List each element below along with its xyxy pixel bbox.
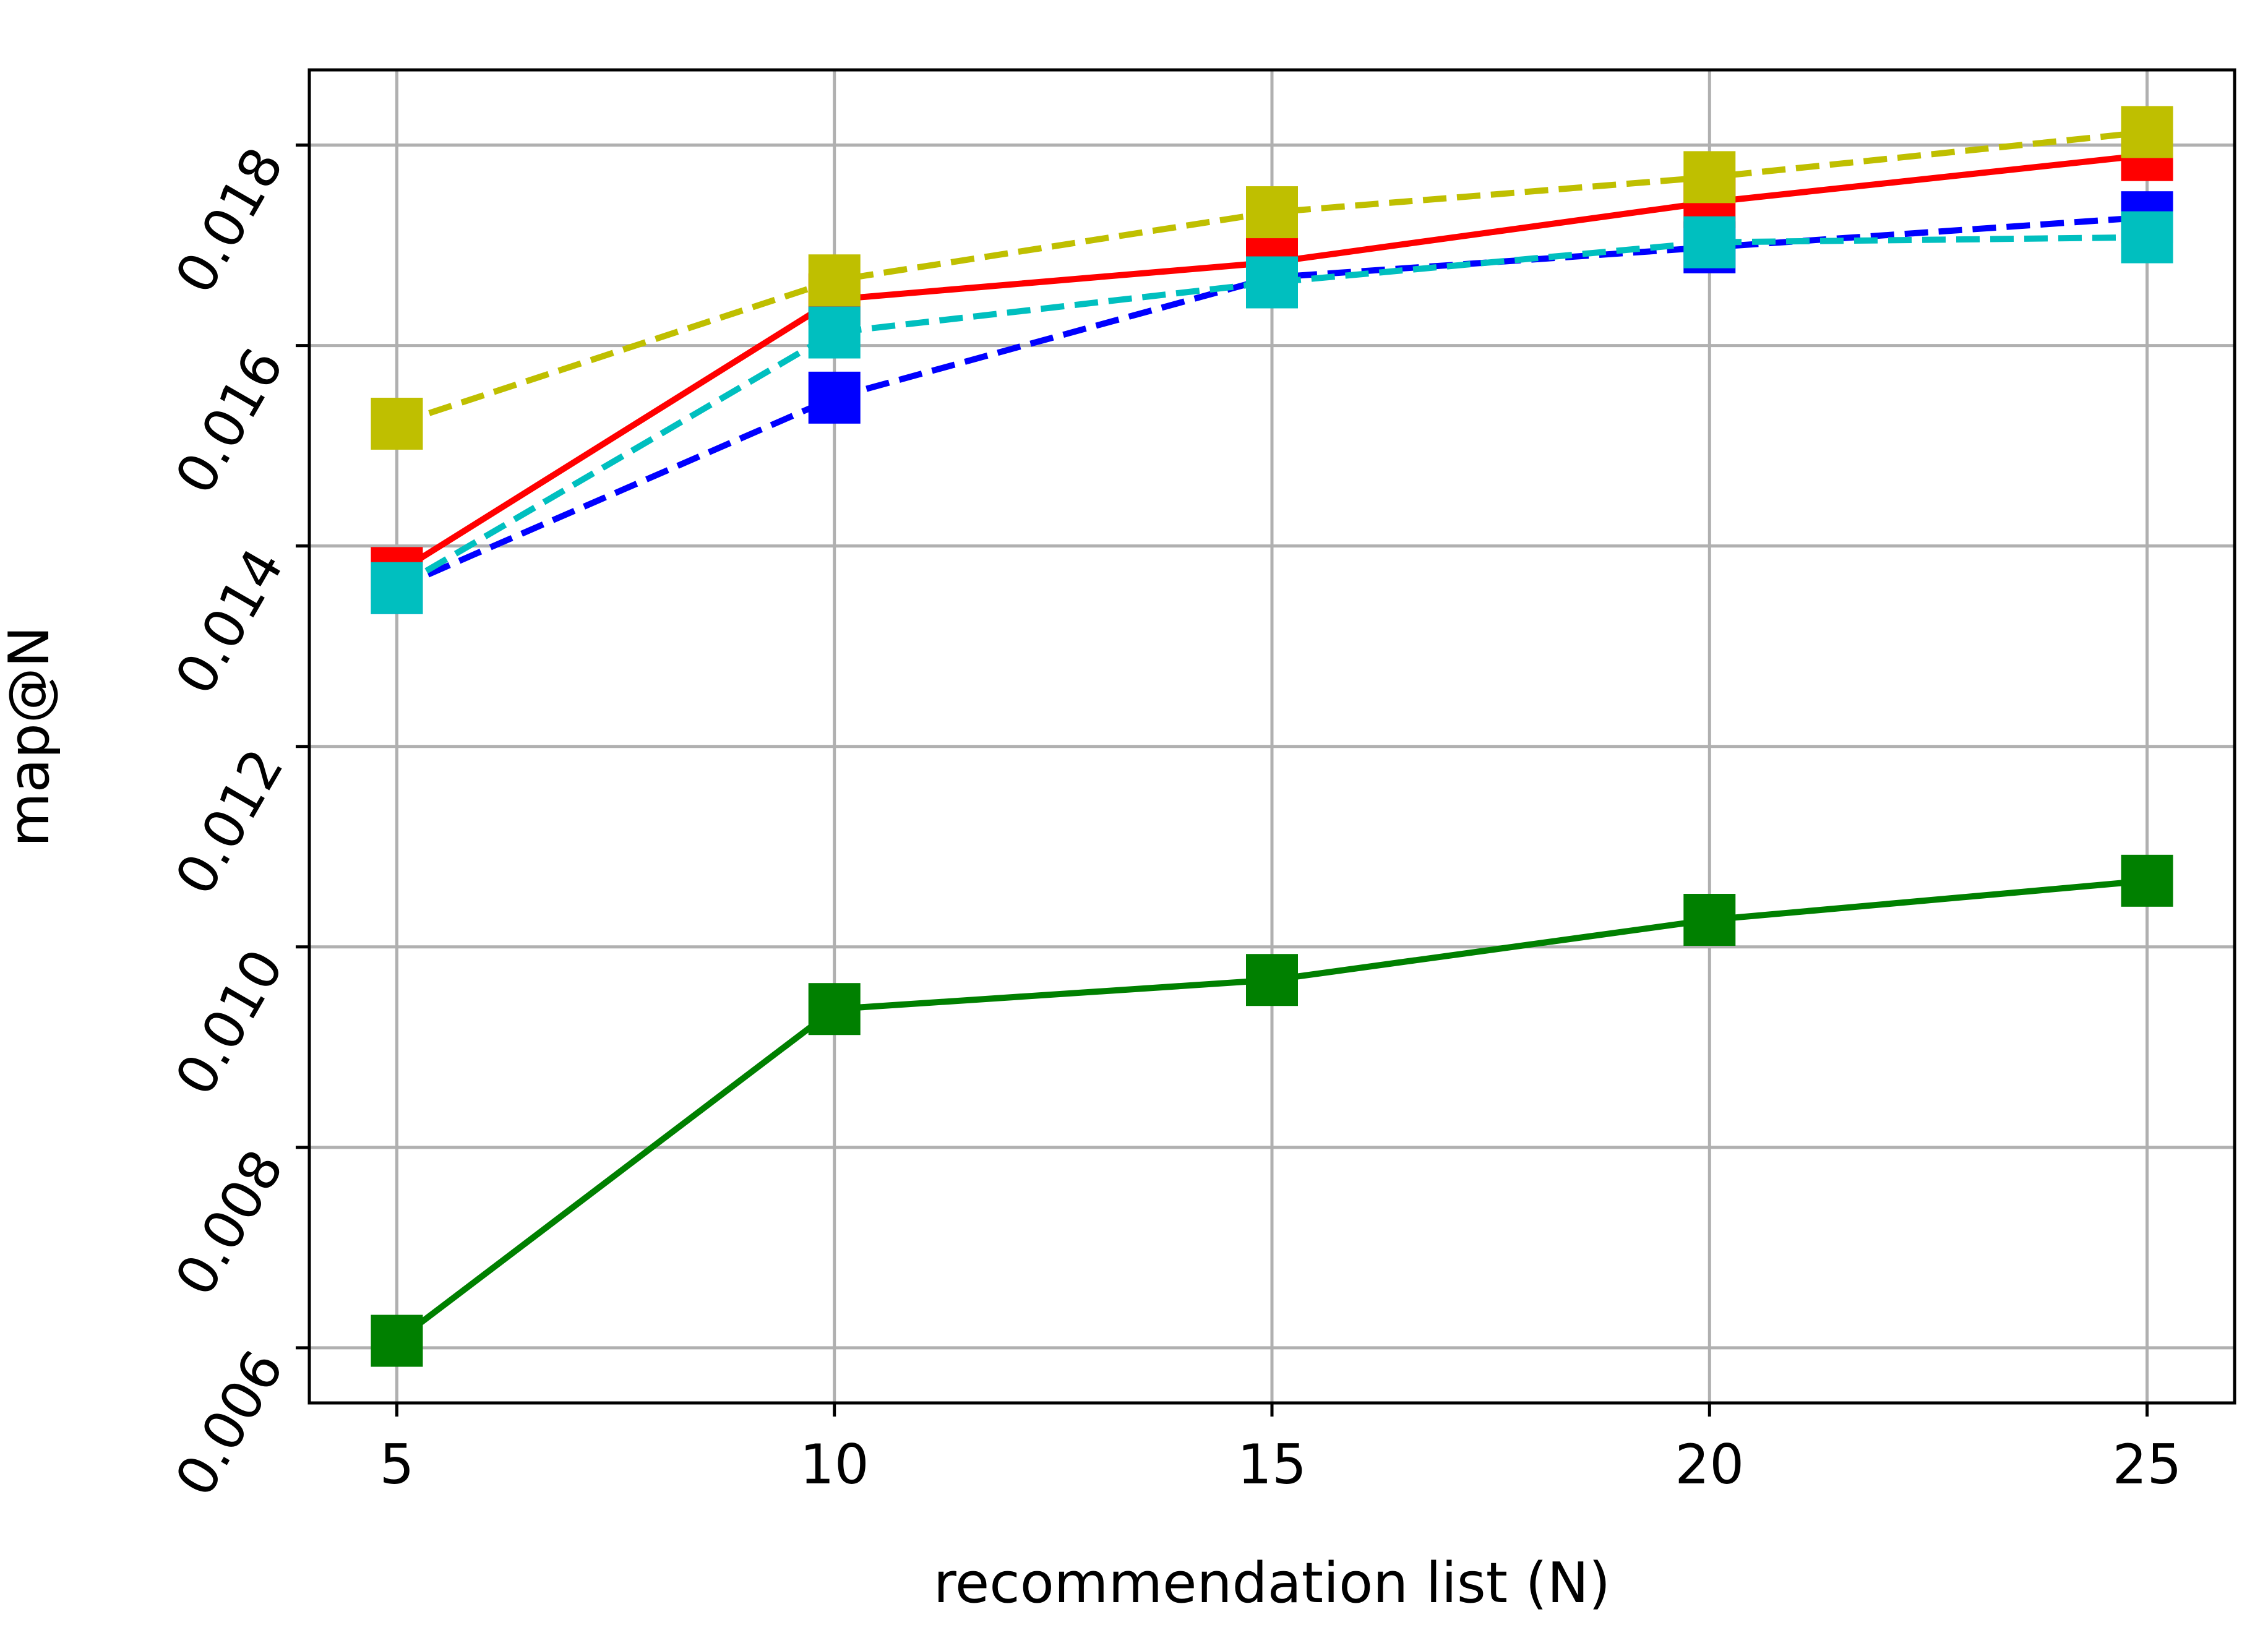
data-point-marker (371, 562, 423, 614)
x-tick-label: 5 (379, 1433, 414, 1496)
data-point-marker (808, 254, 861, 307)
series-line (395, 234, 2147, 591)
data-point-marker (1683, 894, 1736, 946)
x-tick-label: 15 (1237, 1433, 1307, 1496)
x-tick-label: 20 (1675, 1433, 1744, 1496)
y-axis-label: map@N (0, 626, 62, 847)
series-layer (371, 106, 2173, 1367)
data-point-marker (2121, 106, 2173, 158)
x-axis-label: recommendation list (N) (934, 1551, 1610, 1616)
series-0 (371, 854, 2173, 1367)
data-point-marker (371, 1314, 423, 1367)
data-point-marker (808, 306, 861, 359)
data-point-marker (1683, 151, 1736, 204)
data-point-marker (1246, 256, 1298, 309)
series-3 (371, 211, 2173, 614)
data-point-marker (2121, 211, 2173, 264)
data-point-marker (371, 397, 423, 450)
data-point-marker (1683, 216, 1736, 268)
data-point-marker (808, 371, 861, 424)
series-4 (371, 106, 2173, 450)
data-point-marker (808, 983, 861, 1036)
data-point-marker (1246, 186, 1298, 239)
x-tick-label: 10 (800, 1433, 869, 1496)
data-point-marker (1246, 954, 1298, 1006)
data-point-marker (2121, 854, 2173, 907)
x-tick-label: 25 (2113, 1433, 2182, 1496)
